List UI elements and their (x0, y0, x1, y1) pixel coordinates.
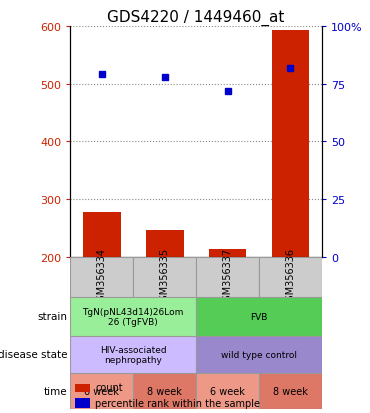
Text: GSM356337: GSM356337 (222, 248, 233, 306)
Text: GSM356336: GSM356336 (285, 248, 296, 306)
Bar (133, 373, 196, 409)
Text: TgN(pNL43d14)26Lom
26 (TgFVB): TgN(pNL43d14)26Lom 26 (TgFVB) (83, 307, 184, 326)
Text: 6 week: 6 week (84, 386, 119, 396)
Title: GDS4220 / 1449460_at: GDS4220 / 1449460_at (107, 9, 285, 26)
Text: 8 week: 8 week (147, 386, 182, 396)
Bar (83, 212, 121, 257)
Bar (75, 382, 90, 392)
Bar (146, 230, 184, 257)
Text: HIV-associated
nephropathy: HIV-associated nephropathy (100, 345, 166, 364)
Bar (70, 337, 196, 373)
Bar (70, 373, 133, 409)
Bar (259, 257, 322, 297)
Text: FVB: FVB (250, 312, 268, 321)
Bar (70, 257, 133, 297)
Text: percentile rank within the sample: percentile rank within the sample (95, 398, 260, 408)
Text: disease state: disease state (0, 349, 67, 360)
Bar (133, 257, 196, 297)
Bar (259, 373, 322, 409)
Bar (272, 31, 309, 257)
Bar (209, 249, 246, 257)
Text: 8 week: 8 week (273, 386, 308, 396)
Text: GSM356335: GSM356335 (159, 248, 170, 306)
Bar (196, 337, 322, 373)
Bar (196, 297, 322, 337)
Text: time: time (44, 386, 67, 396)
Bar (196, 373, 259, 409)
Text: count: count (95, 382, 123, 392)
Text: wild type control: wild type control (221, 350, 297, 359)
Text: 6 week: 6 week (210, 386, 245, 396)
Text: strain: strain (37, 312, 67, 322)
Bar (75, 398, 90, 408)
Bar (70, 297, 196, 337)
Bar (196, 257, 259, 297)
Text: GSM356334: GSM356334 (97, 248, 107, 306)
